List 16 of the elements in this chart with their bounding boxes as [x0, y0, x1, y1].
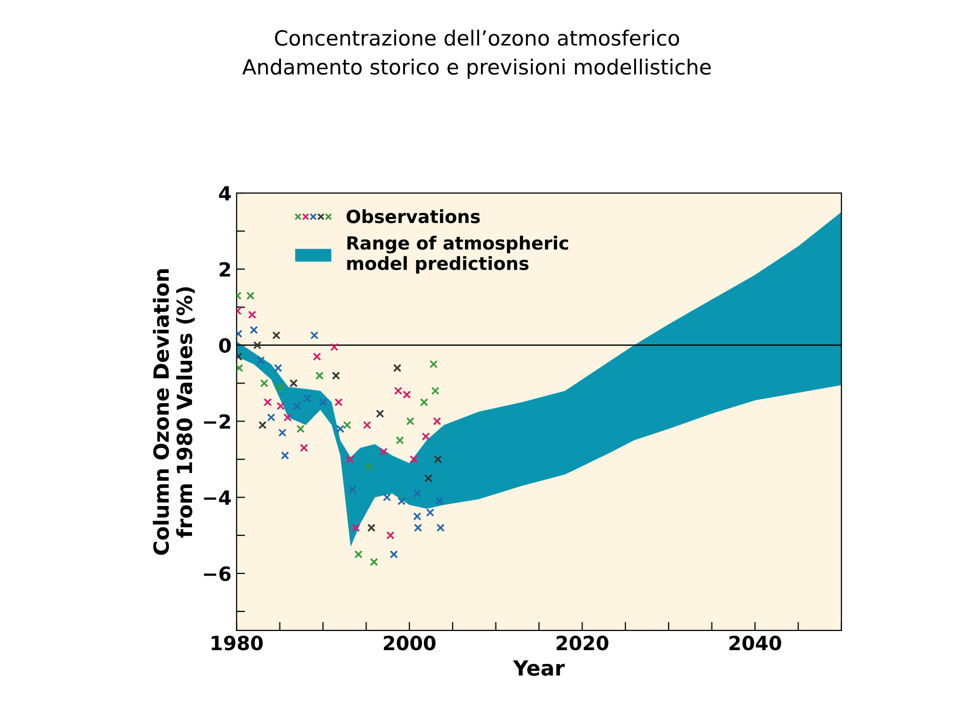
x-tick-label: 2040 — [730, 636, 782, 650]
y-tick-label: −6 — [204, 566, 231, 582]
x-tick-label: 2000 — [384, 636, 436, 650]
x-axis-title: Year — [512, 660, 565, 676]
y-axis-title: Column Ozone Deviation from 1980 Values (%) — [152, 269, 195, 555]
y-tick-label: −2 — [204, 414, 230, 429]
y-tick-label: −4 — [204, 490, 231, 505]
x-tick-label: 2020 — [556, 636, 608, 650]
chart-subtitle: Andamento storico e previsioni modellistiche — [242, 58, 711, 79]
chart-title: Concentrazione dell’ozono atmosferico — [274, 30, 680, 46]
y-tick-label: 4 — [219, 186, 231, 200]
x-tick-label: 1980 — [212, 636, 263, 650]
legend-label: Observations — [346, 209, 480, 224]
legend-label: Range of atmospheric model predictions — [347, 236, 568, 274]
y-tick-label: 0 — [219, 338, 231, 353]
y-tick-label: 2 — [220, 262, 230, 276]
